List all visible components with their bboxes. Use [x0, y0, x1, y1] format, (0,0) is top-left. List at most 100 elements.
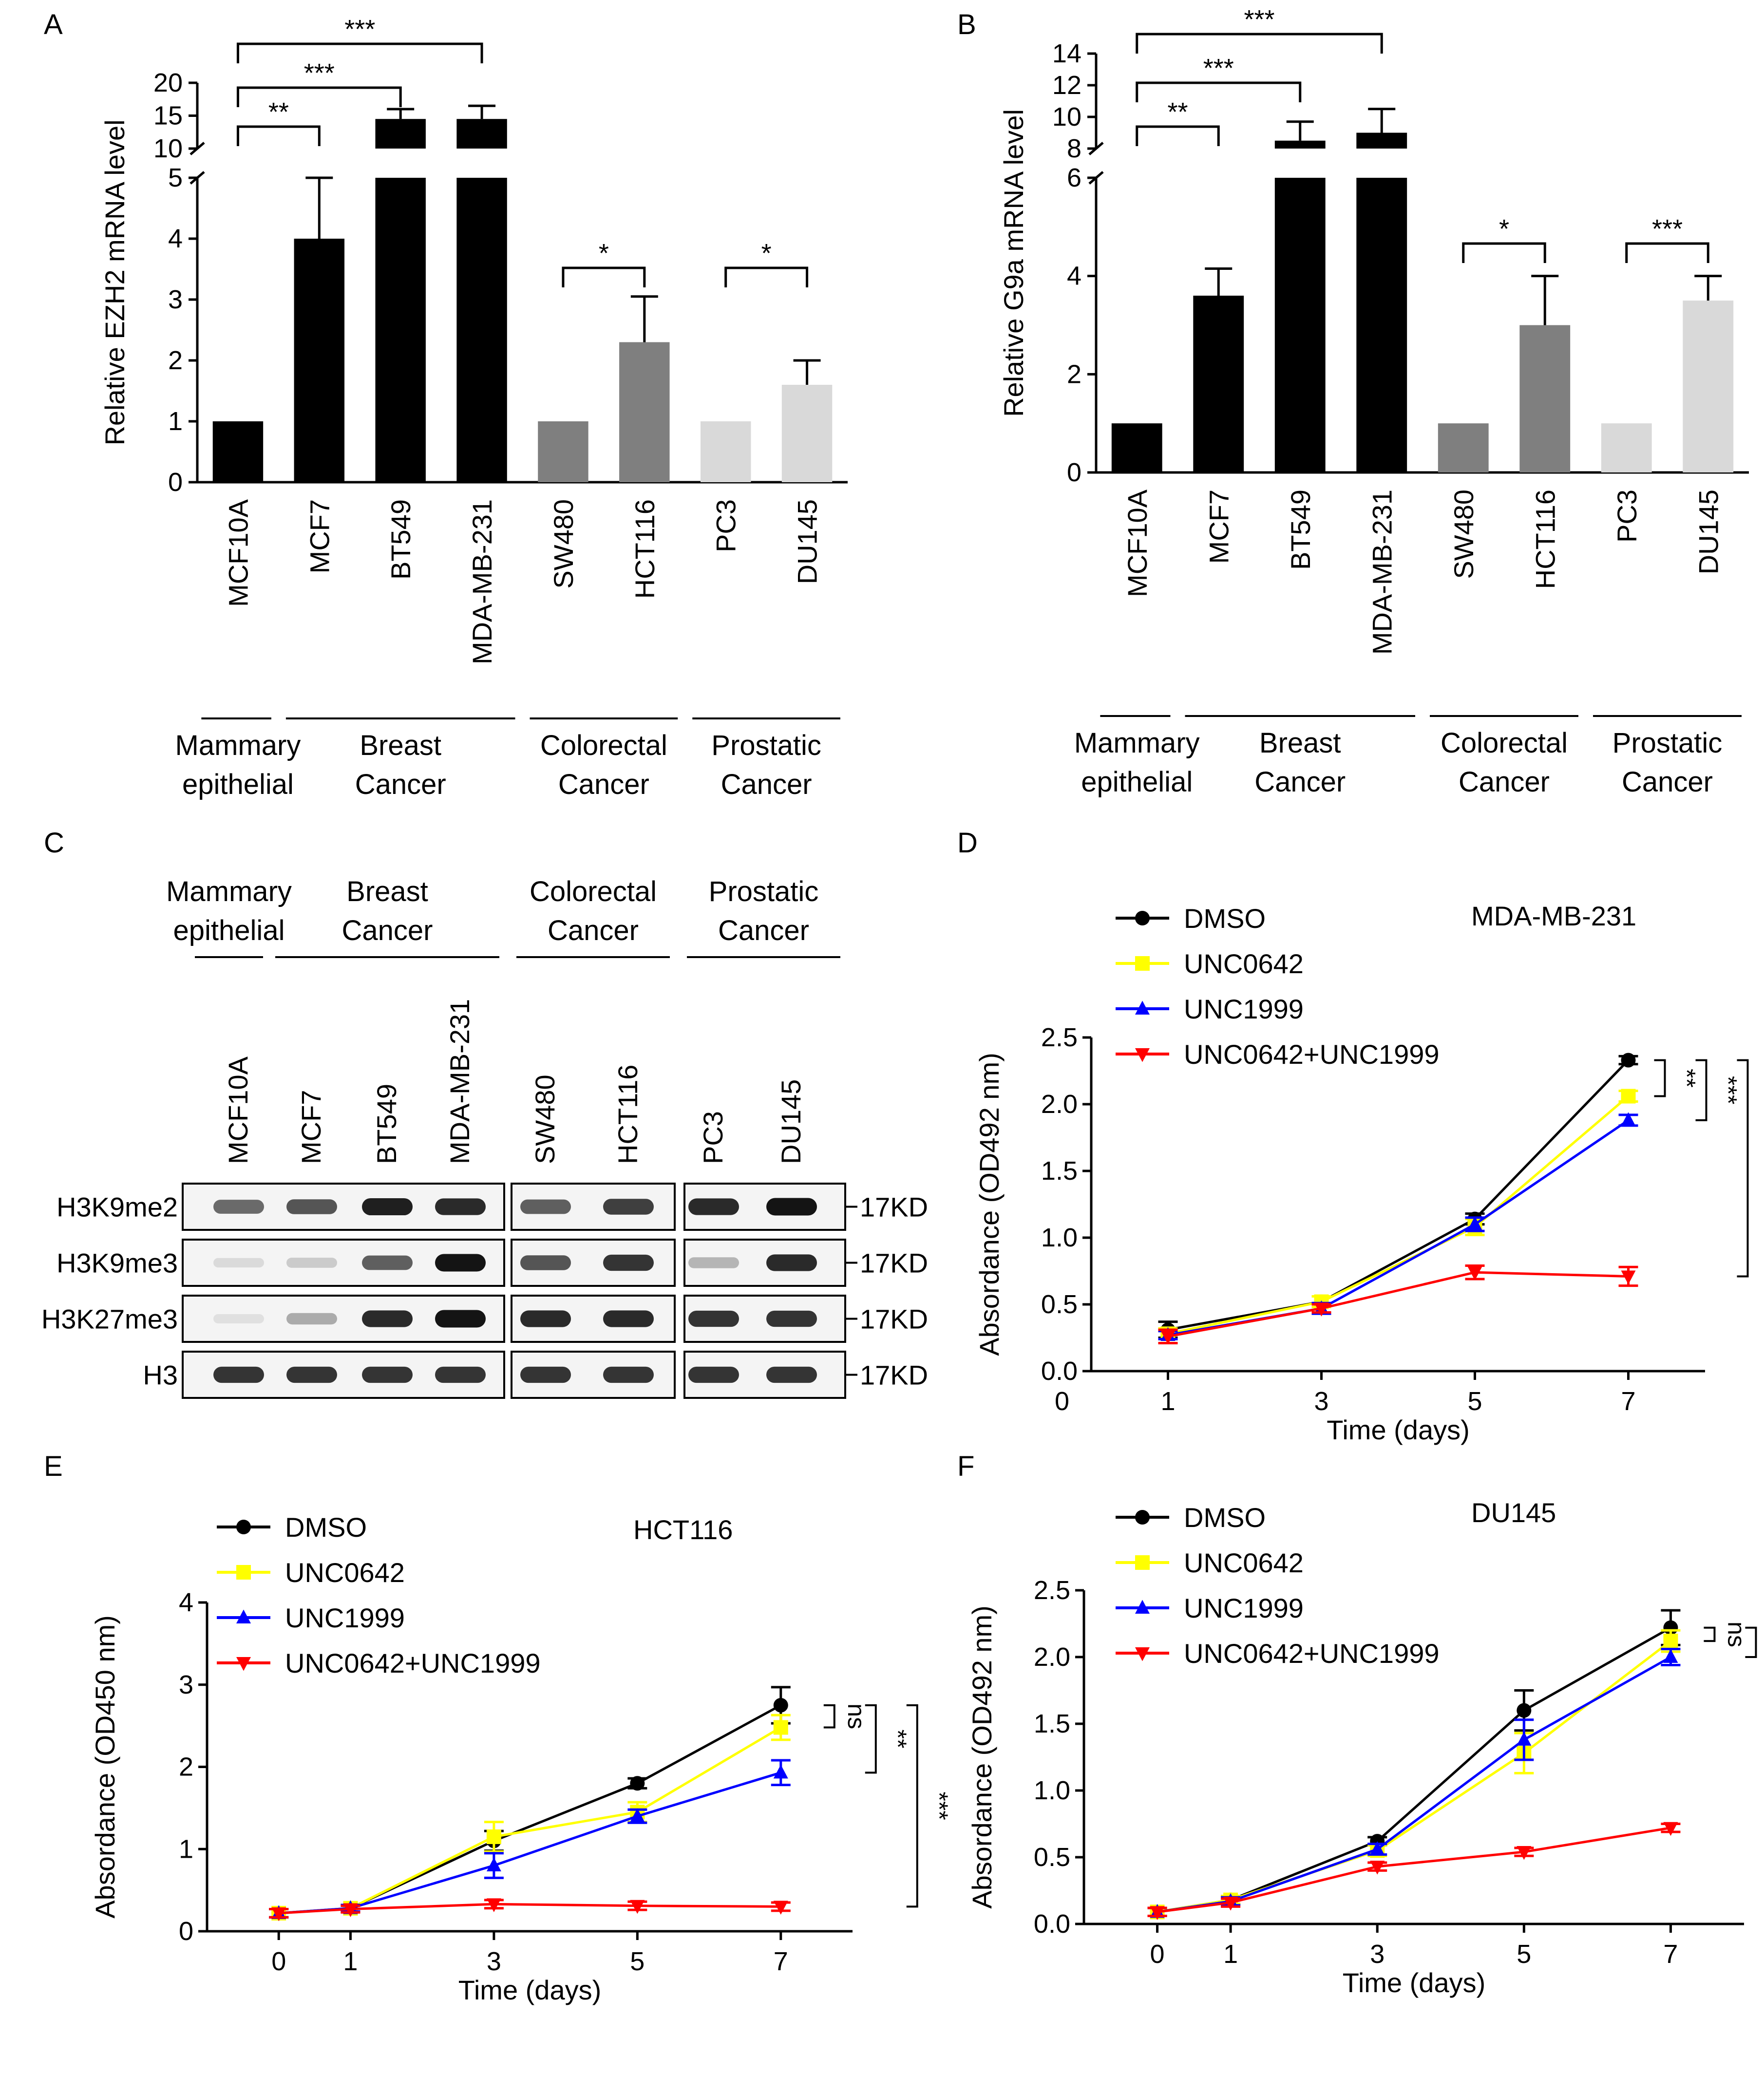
- x-tick-label: 1: [1160, 1387, 1175, 1416]
- y-tick-label: 4: [1067, 262, 1081, 291]
- row-label: H3K27me3: [41, 1304, 178, 1335]
- data-point: [1135, 1048, 1150, 1062]
- data-point: [1517, 1732, 1532, 1746]
- cell-line-label: HCT116: [633, 1514, 733, 1545]
- bar: [619, 342, 670, 482]
- data-point: [1621, 1112, 1636, 1126]
- data-point: [1663, 1649, 1678, 1663]
- y-tick-label: 1: [168, 407, 183, 436]
- y-axis-label: Absordance (OD450 nm): [90, 1615, 120, 1919]
- significance-bracket: [236, 42, 483, 63]
- lane-label: HCT116: [612, 1065, 643, 1164]
- series-line: [1157, 1656, 1671, 1913]
- data-point: [773, 1901, 788, 1915]
- x-tick-label: 1: [343, 1947, 358, 1976]
- group-label: Mammary: [166, 876, 292, 907]
- category-label: PC3: [1612, 490, 1642, 543]
- data-point: [486, 1898, 501, 1912]
- blot-band: [766, 1310, 817, 1327]
- blot-band: [435, 1366, 486, 1383]
- bar: [1683, 301, 1734, 472]
- y-tick-label: 2: [1067, 359, 1081, 389]
- blot-band: [688, 1198, 739, 1215]
- data-point: [1621, 1053, 1636, 1068]
- blot-band: [213, 1258, 264, 1268]
- data-point: [1663, 1634, 1678, 1649]
- y-tick-label: 20: [153, 68, 183, 97]
- bar-upper-segment: [1356, 132, 1407, 149]
- significance-label: ***: [1715, 1076, 1742, 1104]
- size-marker-label: 17KD: [860, 1248, 928, 1279]
- bar: [1601, 423, 1652, 472]
- legend-label: UNC0642: [1184, 948, 1304, 979]
- category-label: PC3: [711, 499, 741, 552]
- bar: [1111, 423, 1162, 472]
- group-label: Cancer: [342, 915, 433, 946]
- data-point: [343, 1903, 358, 1917]
- blot-band: [435, 1310, 486, 1328]
- blot-band: [213, 1200, 264, 1214]
- group-label: Cancer: [718, 915, 809, 946]
- series-line: [279, 1704, 781, 1915]
- data-point: [236, 1657, 251, 1671]
- blot-band: [520, 1366, 571, 1383]
- blot-band: [362, 1198, 413, 1216]
- bar: [1193, 296, 1244, 472]
- significance-label: **: [1167, 97, 1188, 127]
- bar-upper-segment: [1274, 140, 1326, 149]
- data-point: [1467, 1266, 1482, 1281]
- group-label: Cancer: [548, 915, 639, 946]
- y-tick-label: 12: [1052, 71, 1081, 100]
- y-tick-label: 14: [1052, 39, 1081, 68]
- data-point: [486, 1829, 501, 1844]
- group-label: Cancer: [355, 769, 446, 800]
- data-point: [1135, 911, 1150, 925]
- y-tick-label: 0: [1067, 458, 1081, 487]
- data-point: [236, 1520, 251, 1534]
- group-label: epithelial: [1081, 766, 1193, 798]
- bar: [212, 421, 264, 482]
- y-tick-label: 8: [1067, 134, 1081, 163]
- bar: [1274, 178, 1326, 472]
- data-point: [1517, 1846, 1532, 1860]
- data-point: [486, 1857, 501, 1871]
- category-label: MCF7: [304, 499, 335, 573]
- panel-letter-d: D: [957, 827, 978, 859]
- category-label: MDA-MB-231: [1366, 490, 1397, 655]
- y-tick-label: 1.0: [1041, 1223, 1078, 1252]
- bar: [781, 385, 833, 482]
- blot-band: [213, 1314, 264, 1323]
- blot-band: [603, 1310, 654, 1327]
- group-label: epithelial: [173, 915, 285, 946]
- legend-label: UNC0642: [1184, 1547, 1304, 1578]
- blot-band: [362, 1366, 413, 1383]
- y-tick-label: 2.5: [1034, 1576, 1070, 1605]
- group-label: Cancer: [721, 769, 812, 800]
- data-point: [1135, 956, 1150, 971]
- x-tick-label: 3: [1314, 1387, 1328, 1416]
- significance-bracket: [1136, 33, 1383, 54]
- blot-band: [435, 1254, 486, 1272]
- data-point: [630, 1776, 645, 1791]
- bar: [294, 239, 345, 482]
- significance-bracket: [562, 266, 646, 287]
- y-tick-label: 4: [168, 224, 183, 253]
- group-label: Colorectal: [540, 730, 667, 761]
- y-tick-label: 10: [1052, 102, 1081, 132]
- data-point: [1150, 1906, 1165, 1920]
- y-tick-label: 15: [153, 101, 183, 131]
- x-axis-label: Time (days): [1343, 1967, 1486, 1998]
- significance-label: ***: [304, 58, 335, 88]
- group-label: Breast: [1259, 727, 1341, 759]
- blot-band: [520, 1310, 571, 1327]
- significance-label: *: [761, 239, 772, 268]
- significance-label: ns: [843, 1703, 870, 1729]
- x-tick-label: 1: [1223, 1940, 1238, 1969]
- data-point: [1160, 1330, 1176, 1345]
- y-tick-label: 1.5: [1034, 1709, 1070, 1738]
- y-tick-label: 3: [168, 285, 183, 314]
- group-label: Colorectal: [530, 876, 657, 907]
- group-label: Prostatic: [711, 730, 821, 761]
- y-tick-label: 0.5: [1041, 1290, 1078, 1319]
